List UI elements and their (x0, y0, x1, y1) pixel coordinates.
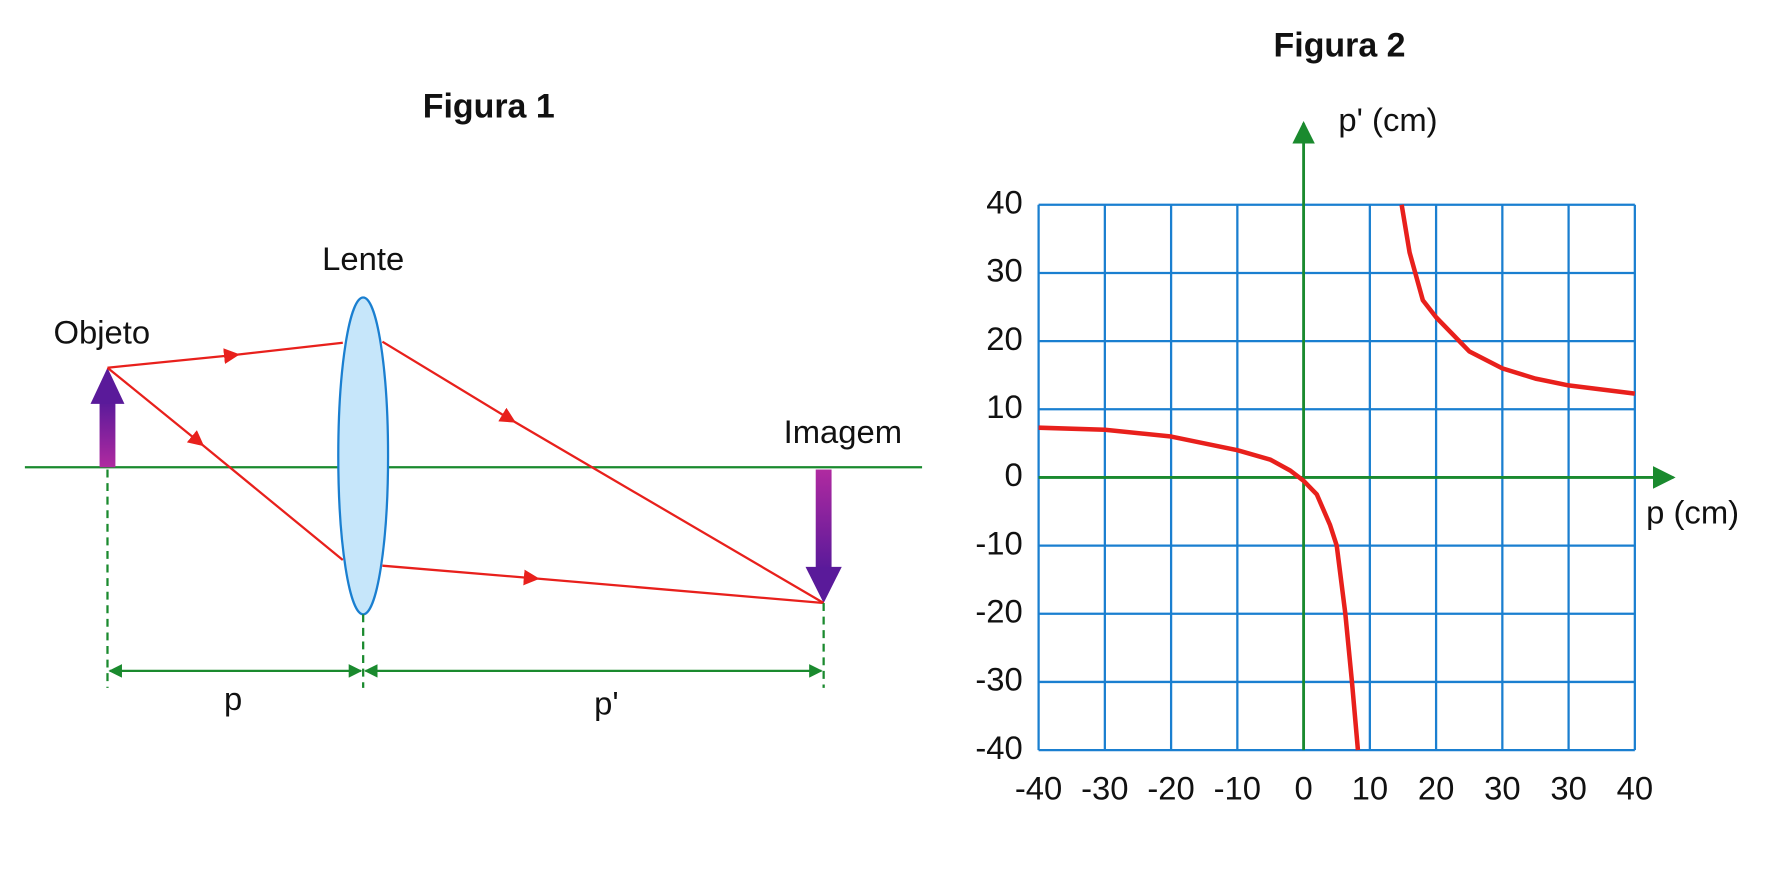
ray (382, 564, 824, 605)
y-axis-label: p' (cm) (1338, 101, 1437, 138)
x-tick-label: 40 (1617, 770, 1653, 807)
object-arrow-head (90, 367, 125, 404)
lens (337, 296, 390, 616)
image-arrow-head (805, 566, 842, 604)
guides (106, 469, 825, 688)
x-tick-label: 0 (1294, 770, 1312, 807)
y-tick-label: 10 (986, 388, 1022, 425)
x-axis-label: p (cm) (1646, 493, 1739, 530)
y-tick-label: 30 (986, 252, 1022, 289)
object-arrow (99, 401, 116, 468)
figure-2: Figura 2 p' (cm) p (cm) -40 -30 -20 -10 0 10 2… (975, 26, 1739, 806)
x-tick-label: 20 (1418, 770, 1454, 807)
rays (106, 340, 825, 605)
y-tick-label: 20 (986, 320, 1022, 357)
object-label: Objeto (54, 314, 151, 351)
curve (1038, 204, 1636, 751)
y-tick-label: -20 (975, 592, 1022, 629)
image-label: Imagem (784, 413, 902, 450)
y-tick-label: -40 (975, 729, 1022, 766)
chart-title: Figura 2 (1274, 26, 1406, 64)
p-label: p (224, 680, 242, 717)
p-prime-label: p' (594, 685, 619, 722)
y-tick-label: -30 (975, 661, 1022, 698)
y-tick-label: -10 (975, 524, 1022, 561)
x-tick-label: -20 (1147, 770, 1194, 807)
figure-title: Figura 1 (423, 88, 555, 126)
x-tick-label: 30 (1550, 770, 1586, 807)
figure-1: Figura 1 p p' Objeto Lente Imagem (24, 88, 923, 722)
ray (381, 340, 825, 605)
lens-label: Lente (322, 240, 404, 277)
x-tick-label: -30 (1081, 770, 1128, 807)
ray (106, 366, 344, 561)
x-tick-label: -40 (1015, 770, 1062, 807)
image-arrow (815, 469, 832, 570)
x-tick-label: 30 (1484, 770, 1520, 807)
ray (107, 341, 343, 369)
y-tick-label: 40 (986, 183, 1022, 220)
y-tick-label: 0 (1005, 456, 1023, 493)
x-tick-label: 10 (1352, 770, 1388, 807)
x-tick-label: -10 (1214, 770, 1261, 807)
